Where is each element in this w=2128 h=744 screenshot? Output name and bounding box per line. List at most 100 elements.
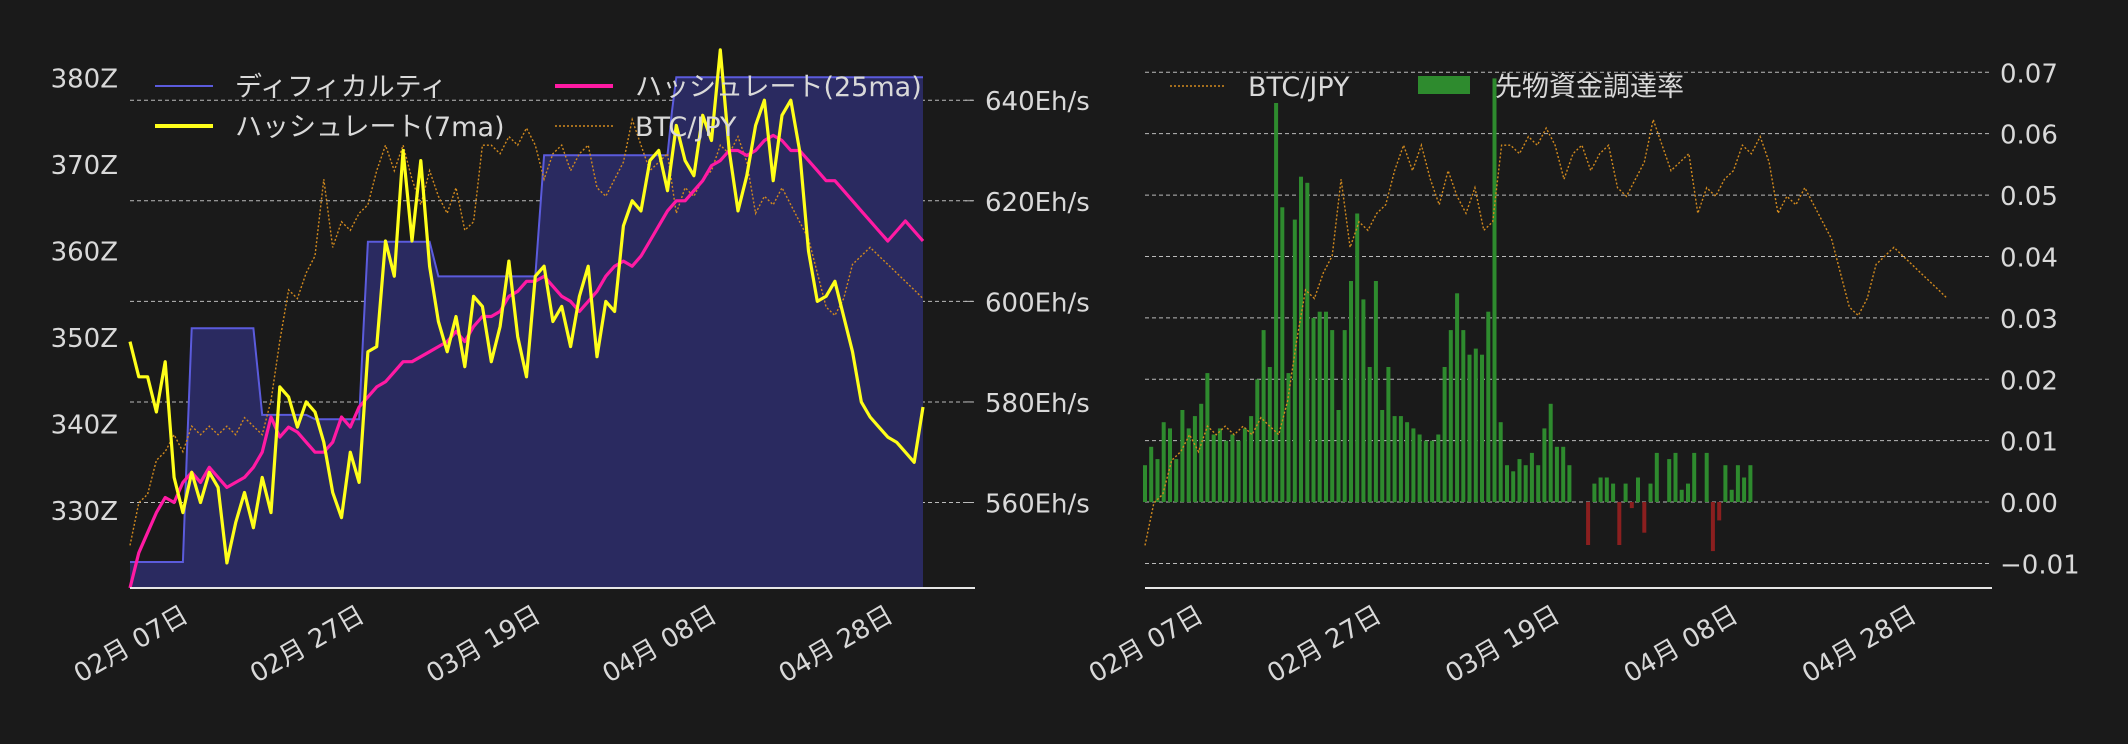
left-y-tick-label: 350Z	[51, 324, 118, 354]
funding-bar	[1280, 207, 1285, 503]
right-x-tick-label: 02月 27日	[1262, 600, 1386, 689]
funding-bar	[1461, 330, 1466, 502]
funding-bar	[1205, 373, 1210, 502]
left-y-tick-label: 360Z	[51, 237, 118, 267]
funding-bar	[1342, 330, 1347, 502]
funding-bar	[1249, 416, 1254, 503]
funding-bar	[1717, 502, 1722, 521]
funding-y-tick-label: 0.00	[2000, 489, 2058, 519]
funding-bar	[1748, 465, 1753, 502]
funding-y-tick-label: 0.01	[2000, 428, 2058, 458]
funding-y-tick-label: 0.06	[2000, 121, 2058, 151]
funding-bar	[1380, 410, 1385, 503]
funding-bar	[1498, 422, 1503, 502]
right-x-tick-label: 04月 28日	[1797, 600, 1921, 689]
funding-bar	[1236, 440, 1241, 503]
funding-bar	[1548, 403, 1553, 502]
funding-bar	[1710, 502, 1715, 552]
funding-bar	[1405, 422, 1410, 502]
funding-bar	[1742, 477, 1747, 503]
funding-bar	[1161, 422, 1166, 502]
funding-bar	[1274, 103, 1279, 503]
left-y-tick-label: 330Z	[51, 497, 118, 527]
legend-swatch-funding	[1418, 76, 1470, 94]
funding-bar	[1480, 354, 1484, 502]
funding-bar	[1267, 367, 1272, 503]
funding-bar	[1511, 471, 1516, 502]
legend-label-btc-right: BTC/JPY	[1248, 72, 1350, 103]
left-y-tick-label: 380Z	[51, 64, 118, 94]
left-y-tick-label: 370Z	[51, 151, 118, 181]
funding-bar	[1255, 379, 1260, 503]
right-y-tick-label: 620Eh/s	[985, 188, 1090, 218]
funding-bar	[1411, 428, 1416, 503]
right-y-tick-label: 640Eh/s	[985, 87, 1090, 117]
funding-bar	[1155, 459, 1160, 503]
funding-bar	[1217, 428, 1222, 503]
funding-bar	[1692, 452, 1697, 502]
funding-bar	[1286, 373, 1291, 502]
legend-label-btc: BTC/JPY	[635, 112, 737, 143]
funding-bar	[1292, 219, 1297, 502]
funding-bar	[1654, 452, 1659, 502]
hashrate-7ma-line	[128, 48, 925, 565]
funding-bar	[1517, 459, 1522, 503]
left-y-tick-label: 340Z	[51, 411, 118, 441]
funding-bar	[1330, 330, 1335, 502]
funding-y-tick-label: 0.04	[2000, 243, 2058, 273]
funding-bar	[1211, 434, 1216, 502]
right-y-tick-label: 600Eh/s	[985, 288, 1090, 318]
funding-bar	[1430, 440, 1435, 503]
funding-bar	[1448, 330, 1453, 502]
funding-bar	[1567, 465, 1572, 502]
funding-bar	[1586, 502, 1591, 545]
funding-bar	[1299, 176, 1303, 503]
left-x-tick-label: 02月 07日	[69, 600, 193, 689]
funding-bar	[1349, 281, 1353, 502]
funding-bar	[1186, 428, 1191, 503]
funding-bar	[1611, 483, 1616, 502]
right-y-tick-label: 560Eh/s	[985, 490, 1090, 520]
funding-bar	[1398, 416, 1403, 503]
funding-bar	[1604, 477, 1609, 503]
funding-bar	[1673, 452, 1678, 502]
funding-bar	[1442, 367, 1447, 503]
funding-bar	[1242, 428, 1247, 503]
funding-bar	[1317, 311, 1322, 502]
funding-bar	[1192, 416, 1197, 503]
funding-bar	[1143, 465, 1147, 502]
funding-y-tick-label: 0.02	[2000, 366, 2058, 396]
funding-bar	[1679, 489, 1684, 503]
funding-bar	[1392, 416, 1397, 503]
funding-bar	[1667, 459, 1672, 503]
funding-bar	[1311, 317, 1316, 503]
funding-bar	[1386, 367, 1391, 503]
right-chart: −0.01 0.00 0.01 0.02 0.03 0.04 0.05 0.06 0.07 02月…	[1084, 59, 2080, 689]
left-x-tick-label: 02月 27日	[245, 600, 369, 689]
btc-jpy-line-left	[129, 116, 924, 546]
funding-bar	[1592, 483, 1597, 502]
funding-bar	[1617, 502, 1622, 545]
funding-bar	[1324, 311, 1328, 502]
funding-bar	[1542, 428, 1547, 503]
funding-y-tick-label: −0.01	[2000, 550, 2080, 580]
right-x-tick-label: 03月 19日	[1441, 600, 1565, 689]
legend-label-funding: 先物資金調達率	[1495, 72, 1684, 103]
funding-bar	[1723, 465, 1728, 502]
legend-label-difficulty: ディフィカルティ	[235, 72, 447, 103]
funding-bar	[1230, 434, 1235, 502]
funding-bar	[1636, 477, 1640, 503]
right-x-tick-label: 02月 07日	[1084, 600, 1208, 689]
funding-bar	[1336, 410, 1341, 503]
funding-bar	[1523, 465, 1528, 502]
funding-bar	[1417, 434, 1422, 502]
funding-bar	[1648, 483, 1653, 502]
funding-y-tick-label: 0.03	[2000, 305, 2058, 335]
funding-bar	[1149, 446, 1154, 503]
hashrate-25ma-line	[128, 133, 925, 589]
funding-bar	[1455, 293, 1460, 502]
funding-bar	[1467, 354, 1472, 502]
funding-bar	[1373, 281, 1378, 502]
funding-bar	[1367, 367, 1372, 503]
